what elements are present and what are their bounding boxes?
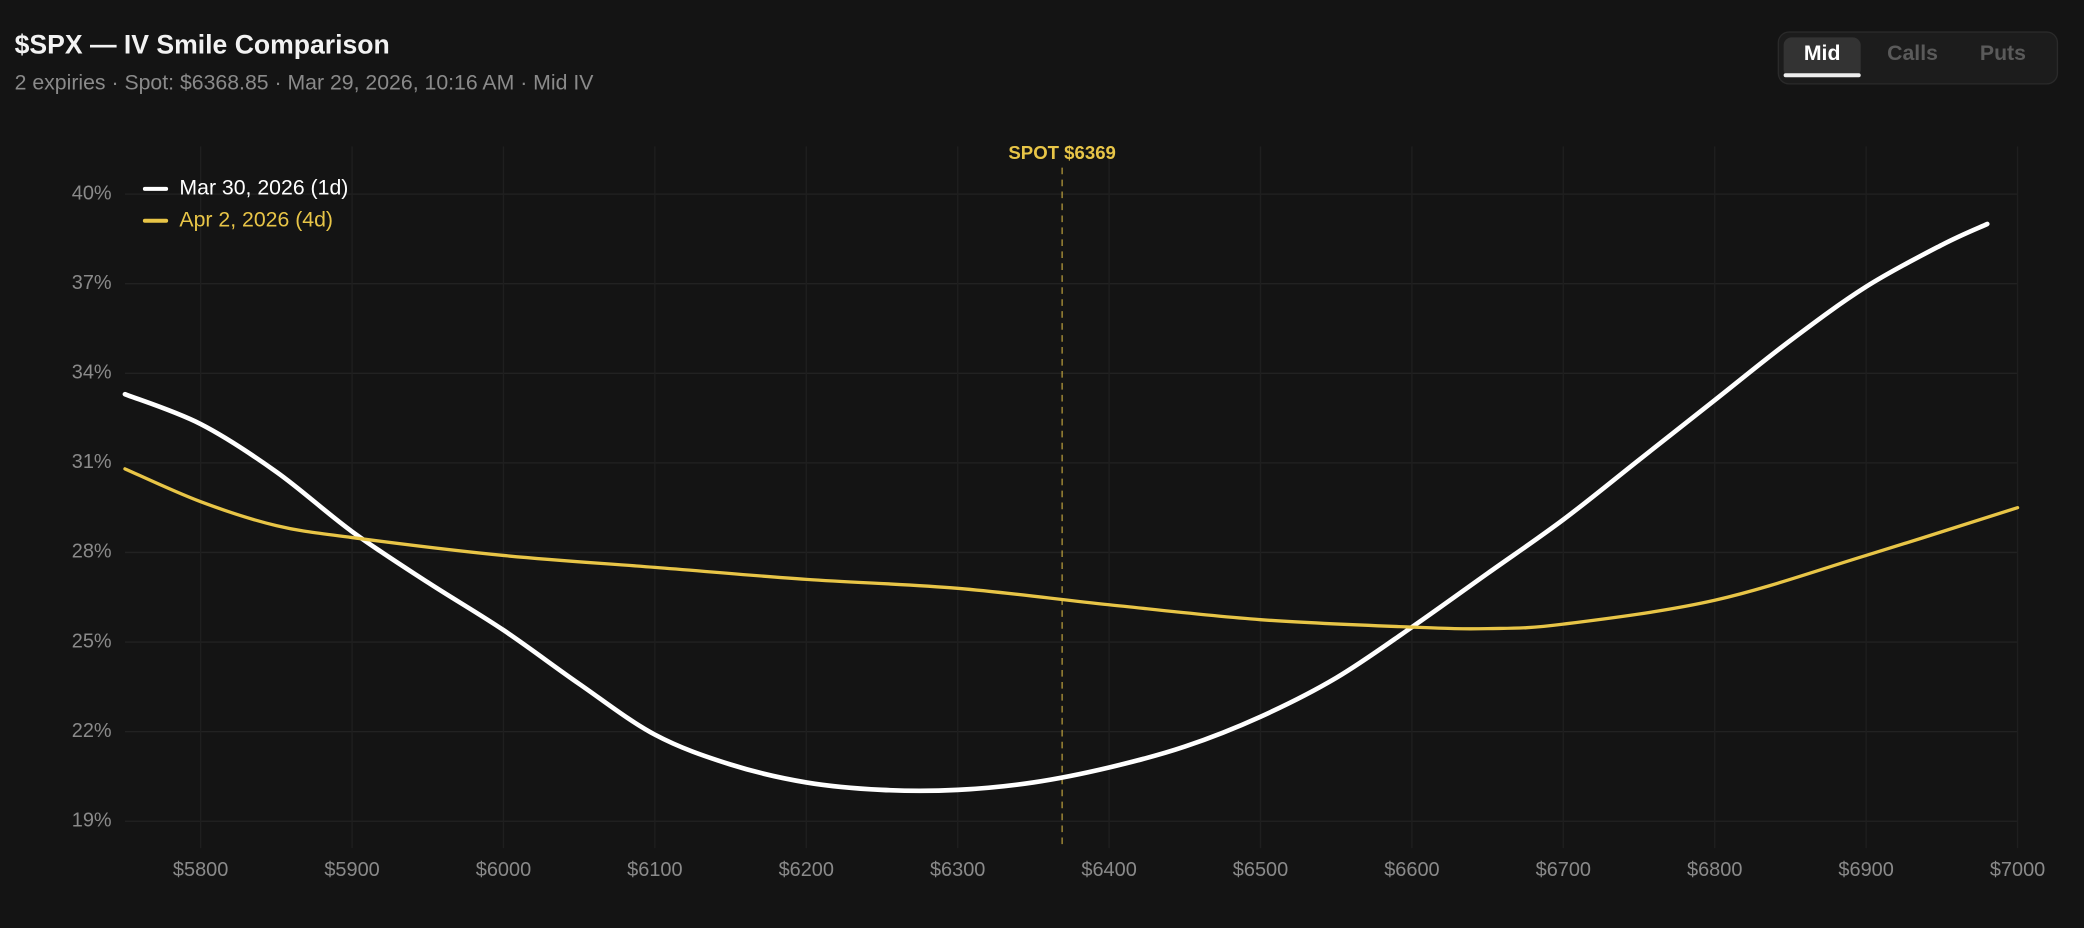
toggle-option[interactable]: Mid xyxy=(1804,41,1841,65)
y-tick-label: 34% xyxy=(72,362,112,384)
x-tick-label: $6600 xyxy=(1384,859,1439,881)
title: $SPX — IV Smile Comparison xyxy=(15,30,390,60)
x-tick-label: $6400 xyxy=(1081,859,1136,881)
y-tick-label: 31% xyxy=(72,451,112,473)
y-tick-label: 25% xyxy=(72,630,112,652)
x-tick-label: $6100 xyxy=(627,859,682,881)
x-tick-label: $5800 xyxy=(173,859,228,881)
y-tick-label: 37% xyxy=(72,272,112,294)
x-tick-label: $6200 xyxy=(779,859,834,881)
smile-line xyxy=(123,467,2020,631)
x-tick-label: $6700 xyxy=(1536,859,1591,881)
y-tick-label: 22% xyxy=(72,720,112,742)
legend-label: Apr 2, 2026 (4d) xyxy=(179,207,333,231)
toggle-active[interactable] xyxy=(1783,37,1861,78)
x-tick-label: $6800 xyxy=(1687,859,1742,881)
toggle-underline xyxy=(1783,73,1861,78)
x-tick-label: $6000 xyxy=(476,859,531,881)
y-tick-label: 28% xyxy=(72,541,112,563)
x-tick-label: $7000 xyxy=(1990,859,2045,881)
subtitle: 2 expiries · Spot: $6368.85 · Mar 29, 20… xyxy=(15,70,595,94)
y-tick-label: 40% xyxy=(72,182,112,204)
x-tick-label: $6900 xyxy=(1838,859,1893,881)
spot-label: SPOT $6369 xyxy=(1008,142,1116,163)
x-tick-label: $6500 xyxy=(1233,859,1288,881)
smile-line xyxy=(122,221,1990,794)
x-tick-label: $6300 xyxy=(930,859,985,881)
toggle-option[interactable]: Puts xyxy=(1980,41,2026,65)
x-tick-label: $5900 xyxy=(324,859,379,881)
toggle-option[interactable]: Calls xyxy=(1887,41,1938,65)
y-tick-label: 19% xyxy=(72,809,112,831)
legend-label: Mar 30, 2026 (1d) xyxy=(179,175,348,199)
